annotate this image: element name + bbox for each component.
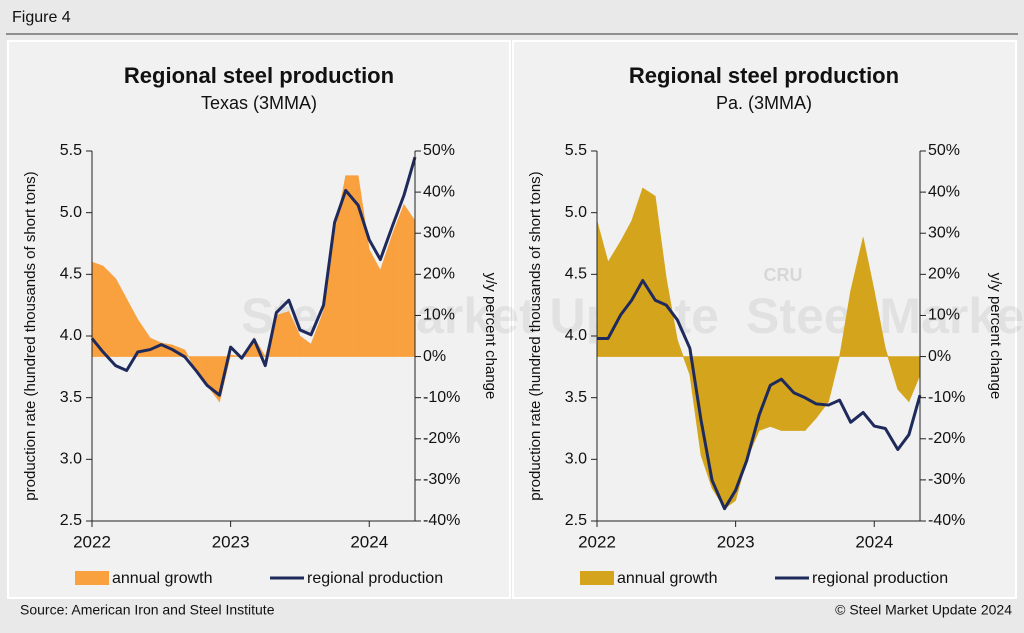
area-segment bbox=[724, 356, 736, 510]
y-tick-label: 5.0 bbox=[565, 204, 587, 221]
legend-swatch bbox=[75, 571, 109, 585]
area-segment bbox=[403, 203, 416, 357]
y-tick-label: 5.5 bbox=[60, 142, 82, 159]
y-tick-label: 4.0 bbox=[565, 327, 587, 344]
x-tick-label: 2022 bbox=[73, 532, 111, 551]
y2-tick-label: -20% bbox=[928, 430, 965, 447]
chart-subtitle: Texas (3MMA) bbox=[201, 93, 317, 113]
line bbox=[90, 156, 417, 397]
area-segment bbox=[781, 356, 795, 431]
y2-tick-label: 40% bbox=[928, 183, 960, 200]
y-tick-label: 3.5 bbox=[60, 389, 82, 406]
y2-tick-label: -20% bbox=[423, 430, 460, 447]
area-segment bbox=[804, 356, 817, 432]
y2-axis-label: y/y percent change bbox=[482, 273, 499, 400]
y2-tick-label: 0% bbox=[423, 348, 446, 365]
y-tick-label: 2.5 bbox=[565, 512, 587, 529]
y2-tick-label: 10% bbox=[928, 307, 960, 324]
y2-tick-label: -10% bbox=[928, 389, 965, 406]
watermark: Steel Market Update bbox=[746, 288, 1024, 344]
y2-tick-label: 10% bbox=[423, 307, 455, 324]
y-tick-label: 4.5 bbox=[60, 266, 82, 283]
legend-label: regional production bbox=[812, 570, 948, 587]
chart-subtitle: Pa. (3MMA) bbox=[716, 93, 812, 113]
legend-label: annual growth bbox=[112, 570, 213, 587]
y2-tick-label: -40% bbox=[423, 512, 460, 529]
area-segment bbox=[276, 310, 290, 357]
y2-tick-label: 0% bbox=[928, 348, 951, 365]
y-tick-label: 5.0 bbox=[60, 204, 82, 221]
y-tick-label: 3.5 bbox=[565, 389, 587, 406]
area-segment bbox=[620, 220, 632, 357]
x-tick-label: 2023 bbox=[717, 532, 755, 551]
figure-label: Figure 4 bbox=[12, 9, 71, 26]
area-segment bbox=[253, 336, 266, 357]
area-segment bbox=[828, 356, 840, 402]
y2-tick-label: 20% bbox=[423, 266, 455, 283]
y2-tick-label: -30% bbox=[928, 471, 965, 488]
y2-tick-label: -40% bbox=[928, 512, 965, 529]
y2-tick-label: 30% bbox=[423, 224, 455, 241]
legend-label: annual growth bbox=[617, 570, 718, 587]
y2-tick-label: 40% bbox=[423, 183, 455, 200]
y2-tick-label: -10% bbox=[423, 389, 460, 406]
y2-tick-label: -30% bbox=[423, 471, 460, 488]
watermark-logo: CRU bbox=[764, 265, 803, 285]
y2-tick-label: 30% bbox=[928, 224, 960, 241]
y-tick-label: 5.5 bbox=[565, 142, 587, 159]
y-tick-label: 3.0 bbox=[60, 451, 82, 468]
area-segment bbox=[642, 187, 656, 357]
area-segment bbox=[607, 240, 621, 357]
y-tick-label: 4.0 bbox=[60, 327, 82, 344]
y2-axis-label: y/y percent change bbox=[987, 273, 1004, 400]
x-tick-label: 2023 bbox=[212, 532, 250, 551]
line bbox=[597, 279, 922, 511]
y-tick-label: 2.5 bbox=[60, 512, 82, 529]
legend-label: regional production bbox=[307, 570, 443, 587]
x-tick-label: 2024 bbox=[855, 532, 893, 551]
y-axis-label: production rate (hundred thousands of sh… bbox=[22, 171, 39, 500]
x-tick-label: 2022 bbox=[578, 532, 616, 551]
area-segment bbox=[102, 265, 116, 357]
chart-title: Regional steel production bbox=[124, 63, 394, 88]
chart-title: Regional steel production bbox=[629, 63, 899, 88]
area-segment bbox=[769, 356, 782, 431]
y2-tick-label: 50% bbox=[928, 142, 960, 159]
legend-swatch bbox=[580, 571, 614, 585]
copyright: © Steel Market Update 2024 bbox=[835, 602, 1012, 618]
y-tick-label: 4.5 bbox=[565, 266, 587, 283]
y2-tick-label: 50% bbox=[423, 142, 455, 159]
y2-tick-label: 20% bbox=[928, 266, 960, 283]
y-tick-label: 3.0 bbox=[565, 451, 587, 468]
source: Source: American Iron and Steel Institut… bbox=[20, 602, 275, 618]
x-tick-label: 2024 bbox=[350, 532, 388, 551]
y-axis-label: production rate (hundred thousands of sh… bbox=[527, 171, 544, 500]
